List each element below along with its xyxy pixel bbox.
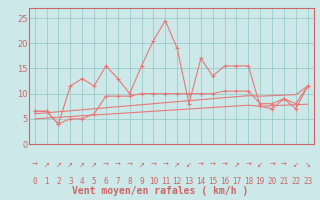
Text: 3: 3 [68,178,73,186]
Text: ↗: ↗ [44,162,50,168]
Text: →: → [269,162,275,168]
Text: 4: 4 [80,178,84,186]
Text: ↗: ↗ [139,162,144,168]
Text: ↗: ↗ [56,162,61,168]
Text: ↗: ↗ [79,162,85,168]
Text: →: → [245,162,251,168]
Text: ↙: ↙ [257,162,263,168]
Text: 9: 9 [139,178,144,186]
Text: 22: 22 [291,178,300,186]
Text: →: → [281,162,287,168]
Text: →: → [115,162,121,168]
Text: ↘: ↘ [305,162,311,168]
Text: →: → [198,162,204,168]
Text: →: → [127,162,132,168]
Text: 12: 12 [172,178,182,186]
Text: →: → [150,162,156,168]
Text: 16: 16 [220,178,229,186]
Text: 20: 20 [268,178,277,186]
Text: ↗: ↗ [234,162,239,168]
Text: →: → [162,162,168,168]
Text: →: → [103,162,109,168]
Text: 8: 8 [127,178,132,186]
Text: 1: 1 [44,178,49,186]
Text: ↗: ↗ [68,162,73,168]
Text: →: → [32,162,38,168]
Text: 14: 14 [196,178,205,186]
Text: 0: 0 [32,178,37,186]
Text: 5: 5 [92,178,96,186]
Text: 21: 21 [279,178,289,186]
Text: 13: 13 [184,178,194,186]
Text: 6: 6 [104,178,108,186]
Text: →: → [210,162,216,168]
Text: 15: 15 [208,178,217,186]
Text: ↙: ↙ [186,162,192,168]
Text: 11: 11 [161,178,170,186]
Text: ↙: ↙ [293,162,299,168]
Text: 10: 10 [149,178,158,186]
Text: Vent moyen/en rafales ( km/h ): Vent moyen/en rafales ( km/h ) [72,186,248,196]
Text: 7: 7 [116,178,120,186]
Text: 2: 2 [56,178,61,186]
Text: 17: 17 [232,178,241,186]
Text: 18: 18 [244,178,253,186]
Text: ↗: ↗ [174,162,180,168]
Text: 23: 23 [303,178,312,186]
Text: ↗: ↗ [91,162,97,168]
Text: →: → [222,162,228,168]
Text: 19: 19 [256,178,265,186]
